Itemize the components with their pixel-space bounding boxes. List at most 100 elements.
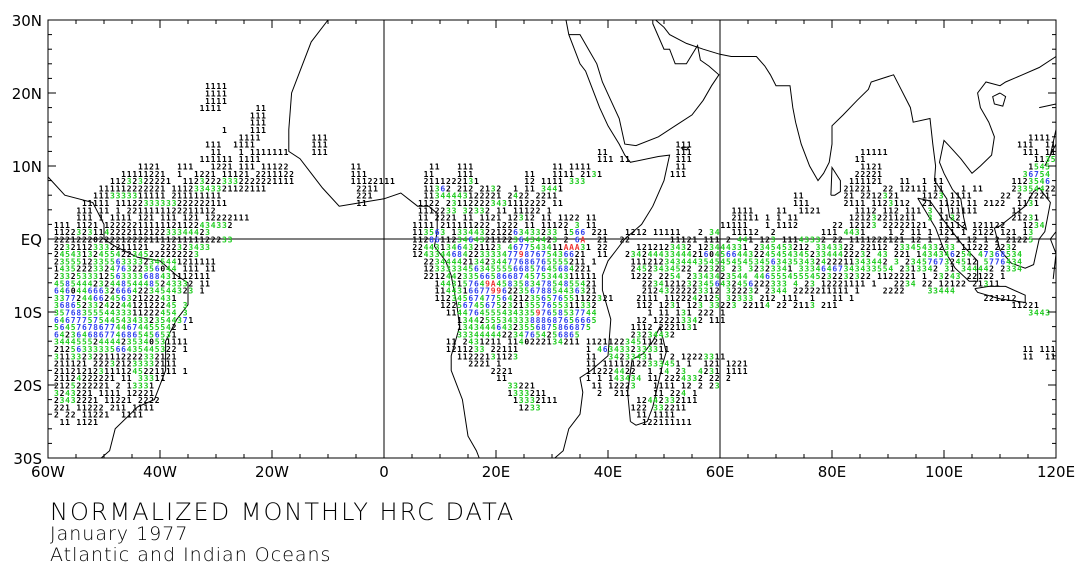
hrc-value: 2 — [127, 228, 132, 237]
hrc-value: 2 — [172, 206, 177, 215]
hrc-value: 3 — [737, 265, 742, 274]
hrc-value: 2 — [452, 236, 457, 245]
hrc-value: 3 — [748, 294, 753, 303]
hrc-value: 5 — [104, 257, 109, 266]
hrc-value: 3 — [636, 345, 641, 354]
hrc-value: 1 — [659, 352, 664, 361]
hrc-value: 3 — [76, 228, 81, 237]
hrc-value: 3 — [138, 382, 143, 391]
hrc-value: 3 — [177, 287, 182, 296]
hrc-value: 2 — [116, 221, 121, 230]
hrc-value: 4 — [508, 294, 513, 303]
hrc-value: 3 — [480, 236, 485, 245]
hrc-value: 1 — [205, 97, 210, 106]
hrc-value: 3 — [648, 330, 653, 339]
hrc-value: 2 — [244, 184, 249, 193]
hrc-value: 2 — [642, 228, 647, 237]
hrc-value: 4 — [743, 250, 748, 259]
hrc-value: 4 — [144, 279, 149, 288]
hrc-value: 1 — [575, 257, 580, 266]
hrc-value: 2 — [838, 236, 843, 245]
hrc-value: 7 — [132, 323, 137, 332]
hrc-value: 2 — [933, 265, 938, 274]
coastline — [830, 165, 841, 196]
hrc-value: 1 — [575, 301, 580, 310]
hrc-value: 3 — [127, 257, 132, 266]
hrc-value: 1 — [659, 228, 664, 237]
hrc-value: 2 — [575, 265, 580, 274]
hrc-value: 1 — [984, 221, 989, 230]
coastline — [288, 19, 480, 459]
hrc-value: 1 — [967, 206, 972, 215]
hrc-value: 3 — [222, 236, 227, 245]
hrc-value: 1 — [687, 360, 692, 369]
hrc-value: 1 — [911, 206, 916, 215]
hrc-value: 6 — [569, 323, 574, 332]
hrc-value: 3 — [883, 250, 888, 259]
hrc-value: 6 — [82, 323, 87, 332]
hrc-value: 1 — [877, 199, 882, 208]
hrc-value: 1 — [569, 338, 574, 347]
hrc-value: 2 — [289, 170, 294, 179]
hrc-value: 3 — [709, 243, 714, 252]
hrc-value: 2 — [127, 221, 132, 230]
hrc-value: 8 — [65, 301, 70, 310]
hrc-value: 4 — [60, 265, 65, 274]
hrc-value: 1 — [653, 316, 658, 325]
hrc-value: 1 — [256, 148, 261, 157]
hrc-value: 1 — [463, 287, 468, 296]
hrc-value: 1 — [967, 243, 972, 252]
hrc-value: 5 — [149, 323, 154, 332]
hrc-value: 1 — [485, 352, 490, 361]
hrc-value: 1 — [715, 367, 720, 376]
hrc-value: 2 — [502, 301, 507, 310]
hrc-value: 1 — [194, 192, 199, 201]
hrc-value: 2 — [502, 236, 507, 245]
hrc-value: 4 — [496, 279, 501, 288]
hrc-value: 5 — [127, 279, 132, 288]
hrc-value: 2 — [950, 257, 955, 266]
hrc-value: 1 — [860, 206, 865, 215]
hrc-value: 1 — [855, 236, 860, 245]
hrc-value: 1 — [166, 360, 171, 369]
hrc-value: 3 — [468, 177, 473, 186]
hrc-value: 3 — [541, 243, 546, 252]
hrc-value: 2 — [978, 243, 983, 252]
hrc-value: 2 — [698, 316, 703, 325]
hrc-value: 2 — [961, 279, 966, 288]
hrc-value: 3 — [989, 250, 994, 259]
hrc-value: 6 — [121, 345, 126, 354]
hrc-value: 1 — [648, 338, 653, 347]
hrc-value: 8 — [429, 236, 434, 245]
hrc-value: 2 — [228, 221, 233, 230]
hrc-value: 2 — [900, 214, 905, 223]
hrc-value: 5 — [496, 301, 501, 310]
hrc-value: 3 — [71, 389, 76, 398]
hrc-value: 2 — [810, 206, 815, 215]
hrc-value: 1 — [832, 228, 837, 237]
hrc-value: 4 — [765, 301, 770, 310]
hrc-value: 1 — [54, 221, 59, 230]
hrc-value: 5 — [508, 265, 513, 274]
hrc-value: 3 — [592, 170, 597, 179]
hrc-value: 1 — [502, 352, 507, 361]
hrc-value: 3 — [704, 352, 709, 361]
hrc-value: 2 — [642, 396, 647, 405]
hrc-value: 1 — [54, 228, 59, 237]
hrc-value: 1 — [65, 374, 70, 383]
hrc-value: 3 — [827, 272, 832, 281]
hrc-value: 2 — [844, 199, 849, 208]
hrc-value: 2 — [60, 403, 65, 412]
hrc-value: 1 — [440, 243, 445, 252]
hrc-value: 2 — [216, 214, 221, 223]
hrc-value: 2 — [933, 272, 938, 281]
hrc-value: 4 — [474, 316, 479, 325]
hrc-value: 5 — [155, 279, 160, 288]
hrc-value: 2 — [519, 382, 524, 391]
hrc-value: 8 — [1000, 250, 1005, 259]
hrc-value: 1 — [200, 287, 205, 296]
hrc-value: 3 — [93, 345, 98, 354]
hrc-value: 3 — [480, 265, 485, 274]
hrc-value: 1 — [860, 163, 865, 172]
hrc-value: 2 — [463, 338, 468, 347]
